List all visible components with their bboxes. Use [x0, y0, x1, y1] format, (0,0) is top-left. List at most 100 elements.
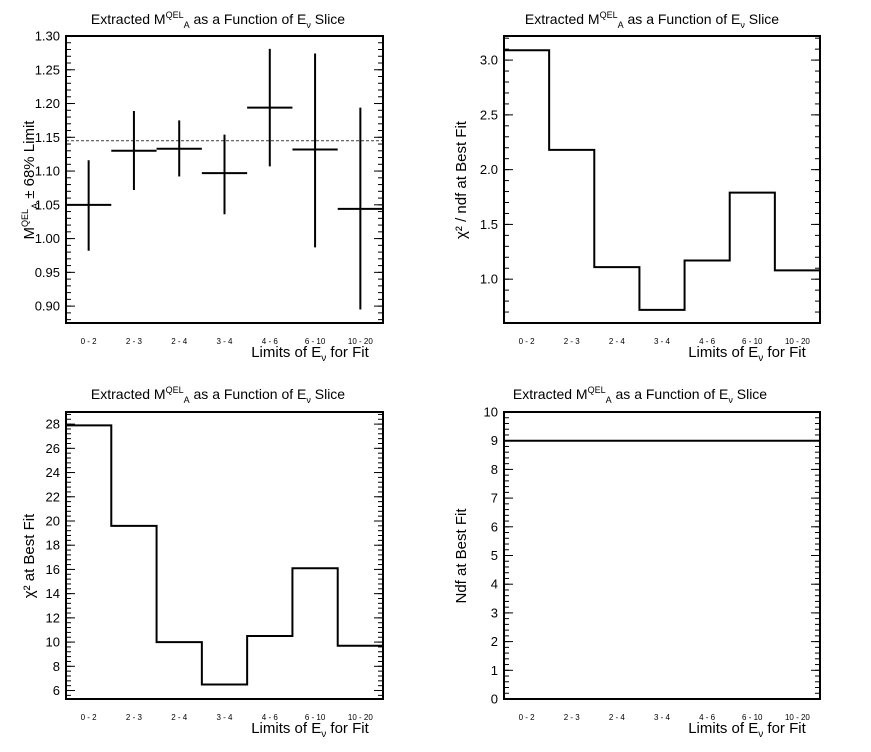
- x-category-label: 6 - 10: [305, 713, 326, 722]
- y-tick-label: 6: [491, 519, 498, 534]
- y-tick-label: 24: [46, 465, 60, 480]
- plot-frame: [503, 411, 821, 700]
- x-axis-label-end: for Fit: [326, 720, 369, 737]
- y-tick-label: 9: [491, 433, 498, 448]
- title-mid-text: as a Function of E: [190, 386, 307, 402]
- x-category-label: 2 - 3: [564, 713, 581, 722]
- chart-title: Extracted MQELA as a Function of Eν Slic…: [91, 10, 345, 30]
- x-axis-label-end: for Fit: [326, 344, 369, 361]
- title-subscript-nu: ν: [728, 395, 733, 405]
- y-tick-label: 0: [491, 692, 498, 707]
- y-tick-label: 1.10: [35, 164, 60, 179]
- title-subscript: A: [184, 395, 190, 405]
- y-tick-label: 18: [46, 538, 60, 553]
- y-tick-label: 1.20: [35, 96, 60, 111]
- y-tick-label: 1.00: [35, 231, 60, 246]
- title-superscript: QEL: [588, 385, 606, 395]
- y-tick-label: 8: [53, 659, 60, 674]
- y-axis-label-superscript: QEL: [20, 209, 30, 227]
- title-mid-text: as a Function of E: [612, 386, 729, 402]
- chart-panel-2: Extracted MQELA as a Function of Eν Slic…: [453, 10, 821, 364]
- chart-panel-1: Extracted MQELA as a Function of Eν Slic…: [20, 10, 384, 364]
- y-tick-label: 1.05: [35, 197, 60, 212]
- chart-title: Extracted MQELA as a Function of Eν Slic…: [91, 385, 345, 405]
- x-category-label: 0 - 2: [81, 713, 98, 722]
- title-end-text: Slice: [733, 386, 767, 402]
- x-category-label: 2 - 3: [564, 337, 581, 346]
- y-tick-label: 10: [46, 635, 60, 650]
- y-tick-label: 1.25: [35, 62, 60, 77]
- x-axis-label: Limits of Eν for Fit: [251, 344, 369, 364]
- x-category-label: 3 - 4: [216, 713, 233, 722]
- y-tick-label: 0.95: [35, 265, 60, 280]
- plot-frame: [65, 35, 384, 324]
- y-tick-label: 28: [46, 417, 60, 432]
- x-category-label: 10 - 20: [785, 337, 810, 346]
- x-category-label: 3 - 4: [216, 337, 233, 346]
- x-category-label: 4 - 6: [262, 713, 279, 722]
- y-axis-label-end: ± 68% Limit: [21, 120, 38, 203]
- y-tick-label: 1: [491, 663, 498, 678]
- y-tick-label: 3: [491, 605, 498, 620]
- x-category-label: 6 - 10: [742, 713, 763, 722]
- x-category-label: 4 - 6: [699, 337, 716, 346]
- y-tick-label: 2.0: [480, 162, 498, 177]
- y-tick-label: 14: [46, 586, 60, 601]
- y-tick-label: 8: [491, 462, 498, 477]
- x-axis-label-text: Limits of E: [251, 344, 321, 361]
- y-axis-label: χ² at Best Fit: [21, 513, 38, 598]
- chart-panel-4: Extracted MQELA as a Function of Eν Slic…: [453, 385, 821, 740]
- y-tick-label: 2.5: [480, 107, 498, 122]
- x-category-label: 10 - 20: [348, 713, 373, 722]
- x-axis-label-end: for Fit: [763, 720, 806, 737]
- title-subscript-nu: ν: [306, 395, 311, 405]
- chart-title: Extracted MQELA as a Function of Eν Slic…: [525, 10, 779, 30]
- title-end-text: Slice: [311, 11, 345, 27]
- title-subscript: A: [618, 20, 624, 30]
- x-category-label: 2 - 3: [126, 337, 143, 346]
- y-axis-label: Ndf at Best Fit: [453, 508, 470, 604]
- title-subscript: A: [606, 395, 612, 405]
- x-axis-label-end: for Fit: [763, 344, 806, 361]
- y-axis-label: χ² / ndf at Best Fit: [453, 120, 470, 239]
- y-tick-label: 12: [46, 610, 60, 625]
- chart-title: Extracted MQELA as a Function of Eν Slic…: [513, 385, 767, 405]
- title-end-text: Slice: [745, 11, 779, 27]
- y-tick-label: 1.15: [35, 130, 60, 145]
- x-axis-label: Limits of Eν for Fit: [688, 344, 806, 364]
- title-mid-text: as a Function of E: [624, 11, 741, 27]
- y-tick-label: 26: [46, 441, 60, 456]
- x-category-label: 10 - 20: [785, 713, 810, 722]
- plot-frame: [503, 35, 821, 324]
- y-tick-label: 1.0: [480, 272, 498, 287]
- title-superscript: QEL: [600, 10, 618, 20]
- x-category-label: 2 - 4: [609, 337, 626, 346]
- title-main-text: Extracted M: [525, 11, 600, 27]
- x-axis-label: Limits of Eν for Fit: [251, 720, 369, 740]
- x-category-label: 2 - 4: [609, 713, 626, 722]
- step-series-line: [504, 49, 820, 311]
- plot-frame: [65, 411, 384, 700]
- y-tick-label: 20: [46, 513, 60, 528]
- step-series-line: [66, 424, 383, 686]
- x-category-label: 4 - 6: [699, 713, 716, 722]
- title-subscript-nu: ν: [740, 20, 745, 30]
- x-axis-label-subscript: ν: [321, 729, 326, 740]
- title-main-text: Extracted M: [513, 386, 588, 402]
- x-category-label: 6 - 10: [305, 337, 326, 346]
- title-superscript: QEL: [166, 385, 184, 395]
- x-axis-label-text: Limits of E: [688, 720, 758, 737]
- y-tick-label: 2: [491, 634, 498, 649]
- x-axis-label-subscript: ν: [758, 729, 763, 740]
- y-tick-label: 7: [491, 491, 498, 506]
- y-tick-label: 1.30: [35, 29, 60, 44]
- y-tick-label: 1.5: [480, 217, 498, 232]
- title-subscript-nu: ν: [306, 20, 311, 30]
- y-axis-label-m: M: [21, 227, 38, 240]
- y-axis-label-subscript: A: [30, 203, 40, 209]
- x-category-label: 2 - 3: [126, 713, 143, 722]
- title-subscript: A: [184, 20, 190, 30]
- y-tick-label: 4: [491, 577, 498, 592]
- title-main-text: Extracted M: [91, 11, 166, 27]
